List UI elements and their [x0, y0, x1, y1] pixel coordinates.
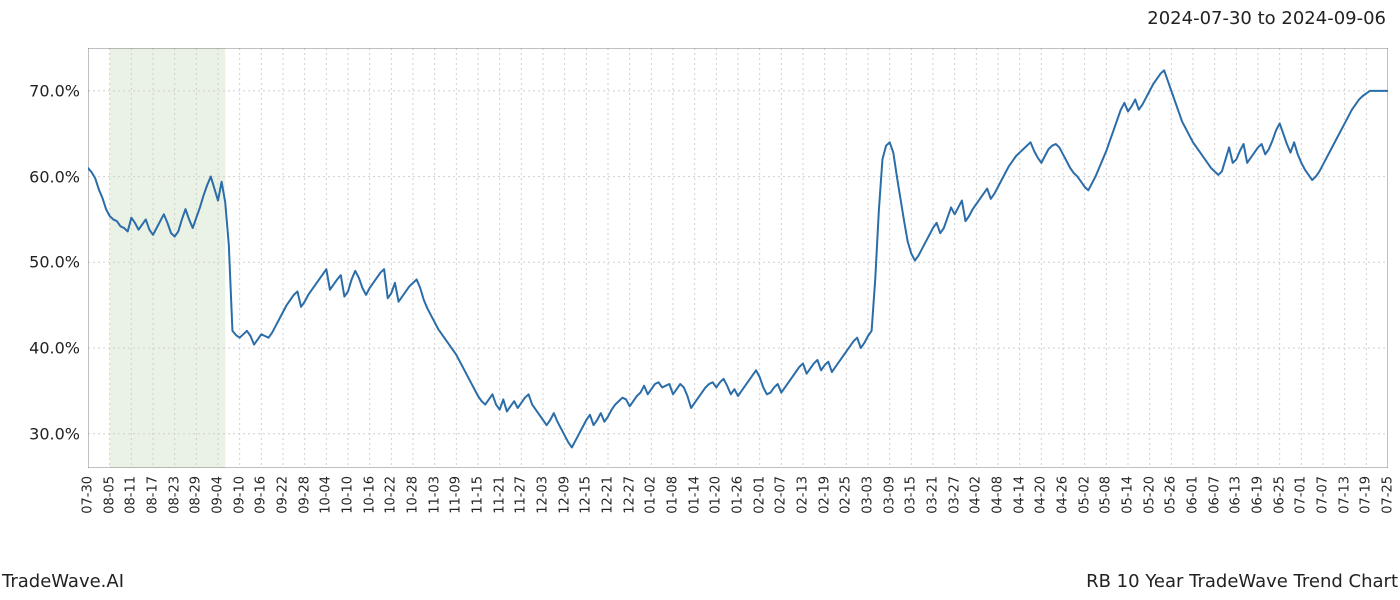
x-tick-label: 02-01: [752, 476, 767, 514]
x-tick-label: 01-20: [709, 476, 724, 514]
x-tick-label: 11-03: [427, 476, 442, 514]
x-tick-label: 08-17: [146, 476, 161, 514]
x-tick-label: 03-15: [904, 476, 919, 514]
x-tick-label: 05-26: [1164, 476, 1179, 514]
x-tick-label: 12-09: [557, 476, 572, 514]
x-tick-label: 02-07: [774, 476, 789, 514]
y-tick-label: 50.0%: [29, 253, 80, 272]
x-tick-label: 04-20: [1034, 476, 1049, 514]
x-tick-label: 07-13: [1337, 476, 1352, 514]
x-tick-label: 10-10: [341, 476, 356, 514]
y-tick-label: 60.0%: [29, 167, 80, 186]
chart-title: RB 10 Year TradeWave Trend Chart: [1086, 571, 1398, 592]
x-tick-label: 12-27: [622, 476, 637, 514]
y-tick-label: 70.0%: [29, 81, 80, 100]
x-tick-label: 11-27: [514, 476, 529, 514]
x-tick-label: 02-19: [817, 476, 832, 514]
x-tick-label: 09-28: [297, 476, 312, 514]
x-tick-label: 09-04: [211, 476, 226, 514]
x-tick-label: 06-01: [1186, 476, 1201, 514]
x-tick-label: 05-14: [1121, 476, 1136, 514]
x-tick-label: 02-25: [839, 476, 854, 514]
x-tick-label: 04-08: [991, 476, 1006, 514]
x-tick-label: 11-09: [449, 476, 464, 514]
x-tick-label: 06-19: [1251, 476, 1266, 514]
x-tick-label: 06-07: [1207, 476, 1222, 514]
x-tick-label: 08-11: [124, 476, 139, 514]
chart-svg: [88, 48, 1388, 468]
x-tick-label: 03-03: [861, 476, 876, 514]
x-tick-label: 01-02: [644, 476, 659, 514]
x-tick-label: 02-13: [796, 476, 811, 514]
x-tick-label: 07-07: [1316, 476, 1331, 514]
x-tick-label: 03-09: [882, 476, 897, 514]
brand-label: TradeWave.AI: [2, 571, 124, 592]
x-tick-label: 01-14: [687, 476, 702, 514]
date-range-label: 2024-07-30 to 2024-09-06: [1147, 8, 1386, 29]
x-tick-label: 05-02: [1077, 476, 1092, 514]
x-tick-label: 03-27: [947, 476, 962, 514]
x-tick-label: 07-19: [1359, 476, 1374, 514]
x-tick-label: 06-13: [1229, 476, 1244, 514]
x-tick-label: 11-21: [492, 476, 507, 514]
x-tick-label: 04-14: [1012, 476, 1027, 514]
x-tick-label: 03-21: [926, 476, 941, 514]
x-tick-label: 04-26: [1056, 476, 1071, 514]
x-tick-label: 11-15: [471, 476, 486, 514]
x-tick-label: 10-28: [406, 476, 421, 514]
x-tick-label: 08-23: [167, 476, 182, 514]
chart-plot-area: 30.0%40.0%50.0%60.0%70.0%07-3008-0508-11…: [88, 48, 1388, 468]
x-tick-label: 04-02: [969, 476, 984, 514]
y-tick-label: 30.0%: [29, 424, 80, 443]
x-tick-label: 08-05: [102, 476, 117, 514]
x-tick-label: 01-26: [731, 476, 746, 514]
x-tick-label: 09-10: [232, 476, 247, 514]
x-tick-label: 05-20: [1142, 476, 1157, 514]
x-tick-label: 07-30: [81, 476, 96, 514]
x-tick-label: 09-16: [254, 476, 269, 514]
x-tick-label: 12-15: [579, 476, 594, 514]
x-tick-label: 05-08: [1099, 476, 1114, 514]
x-tick-label: 10-16: [362, 476, 377, 514]
x-tick-label: 10-22: [384, 476, 399, 514]
x-tick-label: 06-25: [1272, 476, 1287, 514]
x-tick-label: 08-29: [189, 476, 204, 514]
x-tick-label: 10-04: [319, 476, 334, 514]
x-tick-label: 01-08: [666, 476, 681, 514]
x-tick-label: 12-21: [601, 476, 616, 514]
x-tick-label: 09-22: [276, 476, 291, 514]
x-tick-label: 12-03: [536, 476, 551, 514]
x-tick-label: 07-01: [1294, 476, 1309, 514]
x-tick-label: 07-25: [1381, 476, 1396, 514]
y-tick-label: 40.0%: [29, 339, 80, 358]
